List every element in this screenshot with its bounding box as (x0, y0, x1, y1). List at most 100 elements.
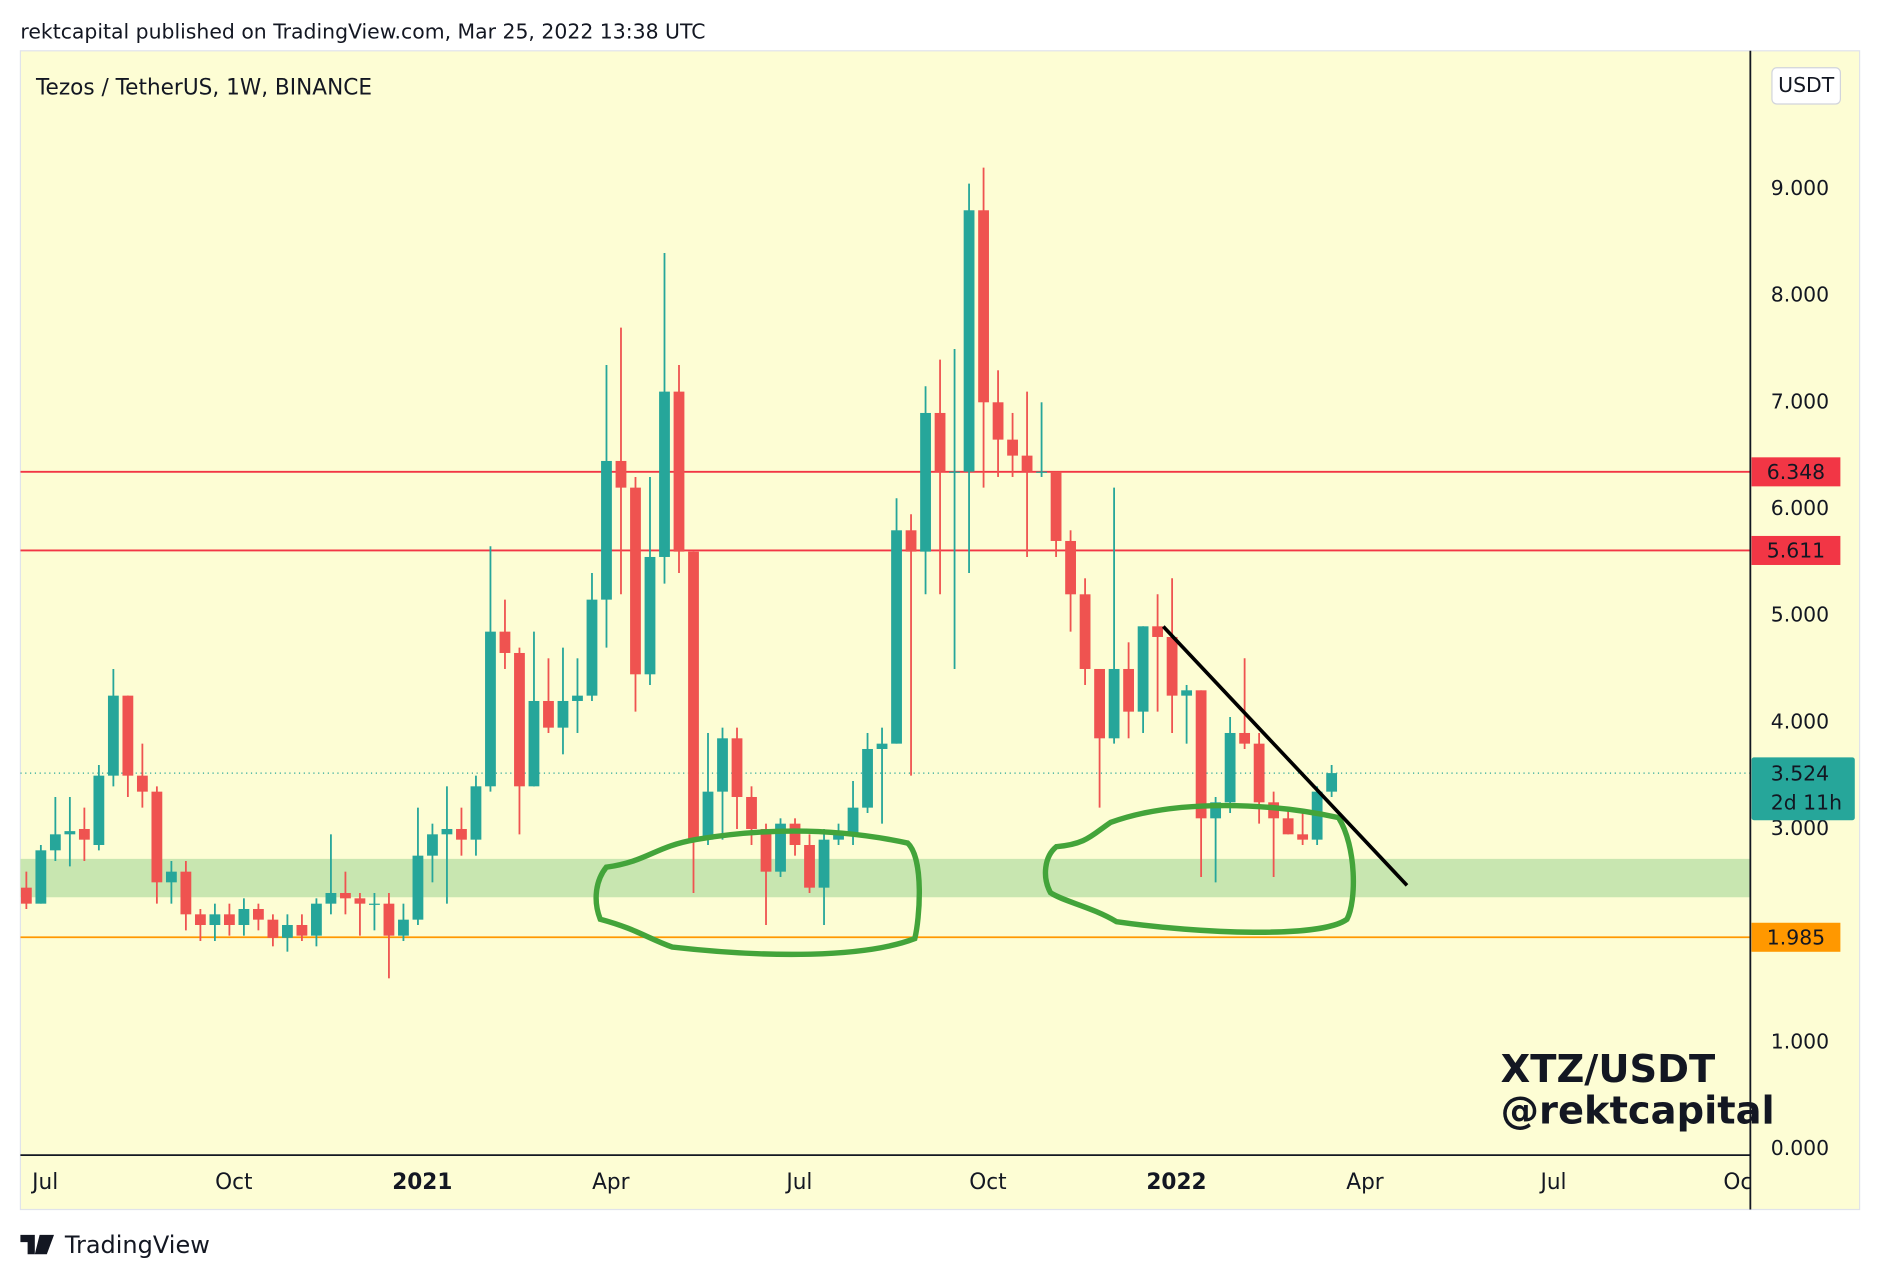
candle-body (1326, 773, 1338, 792)
x-tick-label: Oct (969, 1170, 1006, 1195)
candle-body (876, 743, 888, 749)
candle-body (978, 210, 989, 403)
candle-body (673, 391, 685, 552)
candle-body (891, 530, 902, 744)
y-tick-label: 7.000 (1771, 389, 1829, 413)
candle-body (1123, 668, 1134, 712)
candle-body (180, 871, 192, 915)
candle-body (586, 599, 598, 696)
price-label-box (1751, 457, 1841, 487)
plot-area (20, 167, 1751, 979)
price-label-box (1751, 922, 1841, 952)
candle-body (992, 402, 1004, 440)
x-tick-label: Jul (30, 1170, 58, 1195)
candle-body (934, 412, 946, 472)
y-tick-label: 1.000 (1771, 1029, 1829, 1053)
candle-body (949, 471, 960, 473)
candle-body (78, 828, 90, 840)
candle-body (1166, 636, 1178, 696)
y-tick-label: 5.000 (1771, 603, 1829, 627)
candle-body (746, 796, 757, 829)
candle-body (209, 914, 221, 925)
candle-body (1297, 834, 1309, 840)
candle-body (644, 556, 656, 675)
candle-body (64, 831, 76, 835)
candle-body (485, 631, 496, 787)
candle-body (136, 775, 148, 792)
candle-body (920, 412, 931, 552)
plot-layer (20, 167, 1751, 979)
candle-body (1137, 626, 1149, 712)
candle-body (340, 892, 351, 899)
candle-body (760, 828, 772, 872)
candle-body (412, 855, 424, 920)
candle-body (470, 786, 482, 840)
candle-body (775, 823, 786, 872)
candle-body (499, 631, 511, 653)
y-tick-label: 0.000 (1771, 1136, 1829, 1160)
candle-body (818, 839, 830, 888)
watermark: @rektcapital (1501, 1088, 1775, 1133)
candle-body (456, 828, 467, 840)
candle-body (398, 919, 409, 936)
annotation-ellipse (1042, 802, 1357, 935)
x-tick-label: Oct (215, 1170, 252, 1195)
candle-body (1152, 626, 1164, 637)
x-tick-label: Apr (1346, 1170, 1383, 1195)
candle-body (804, 844, 815, 888)
candle-body (441, 828, 453, 835)
candle-body (572, 695, 583, 701)
candle-body (325, 892, 337, 904)
watermark: XTZ/USDT (1501, 1047, 1716, 1092)
candle-body (615, 460, 627, 488)
candle-body (543, 700, 554, 728)
candle-body (731, 738, 743, 797)
candle-body (165, 871, 177, 883)
candle-body (963, 210, 975, 472)
candle-body (1079, 594, 1091, 669)
countdown-label: 2d 11h (1771, 790, 1842, 814)
x-axis-labels: Jul Oct 2021 Apr Jul Oct 2022 Apr Jul Oct (30, 1170, 1750, 1195)
candle-body (789, 823, 801, 845)
candle-body (1224, 732, 1236, 803)
candle-body (427, 834, 438, 856)
x-tick-label: Jul (1539, 1170, 1567, 1195)
candle-body (702, 791, 714, 840)
candle-body (1108, 668, 1120, 739)
candle-body (107, 695, 119, 776)
candle-body (717, 738, 728, 792)
x-tick-label: Apr (592, 1170, 629, 1195)
candle-body (223, 914, 235, 925)
candle-body (557, 700, 569, 728)
candle-body (93, 775, 105, 845)
candle-body (151, 791, 163, 883)
candle-body (49, 834, 61, 851)
x-tick-label: 2022 (1146, 1170, 1206, 1195)
chart-title: Tezos / TetherUS, 1W, BINANCE (35, 75, 372, 100)
candle-body (1036, 471, 1047, 473)
brand-name: TradingView (64, 1231, 210, 1259)
candle-body (296, 924, 308, 936)
candle-body (122, 695, 134, 776)
candle-body (1210, 802, 1222, 819)
candle-body (1195, 690, 1207, 819)
candle-body (383, 903, 395, 936)
candle-body (528, 700, 540, 787)
candle-body (1181, 690, 1193, 696)
candle-body (267, 919, 279, 938)
candle-body (630, 487, 641, 675)
candle-body (253, 908, 264, 920)
price-label-box (1751, 535, 1841, 565)
y-tick-label: 8.000 (1771, 283, 1829, 307)
price-label: 1.985 (1767, 925, 1825, 949)
candle-body (688, 551, 699, 840)
x-tick-label: 2021 (392, 1170, 452, 1195)
candle-body (1050, 471, 1062, 541)
x-tick-label: Jul (784, 1170, 812, 1195)
candle-body (514, 652, 525, 787)
candle-body (833, 834, 844, 840)
candle-body (35, 850, 47, 904)
candle-body (194, 914, 206, 925)
candle-body (1094, 668, 1105, 739)
